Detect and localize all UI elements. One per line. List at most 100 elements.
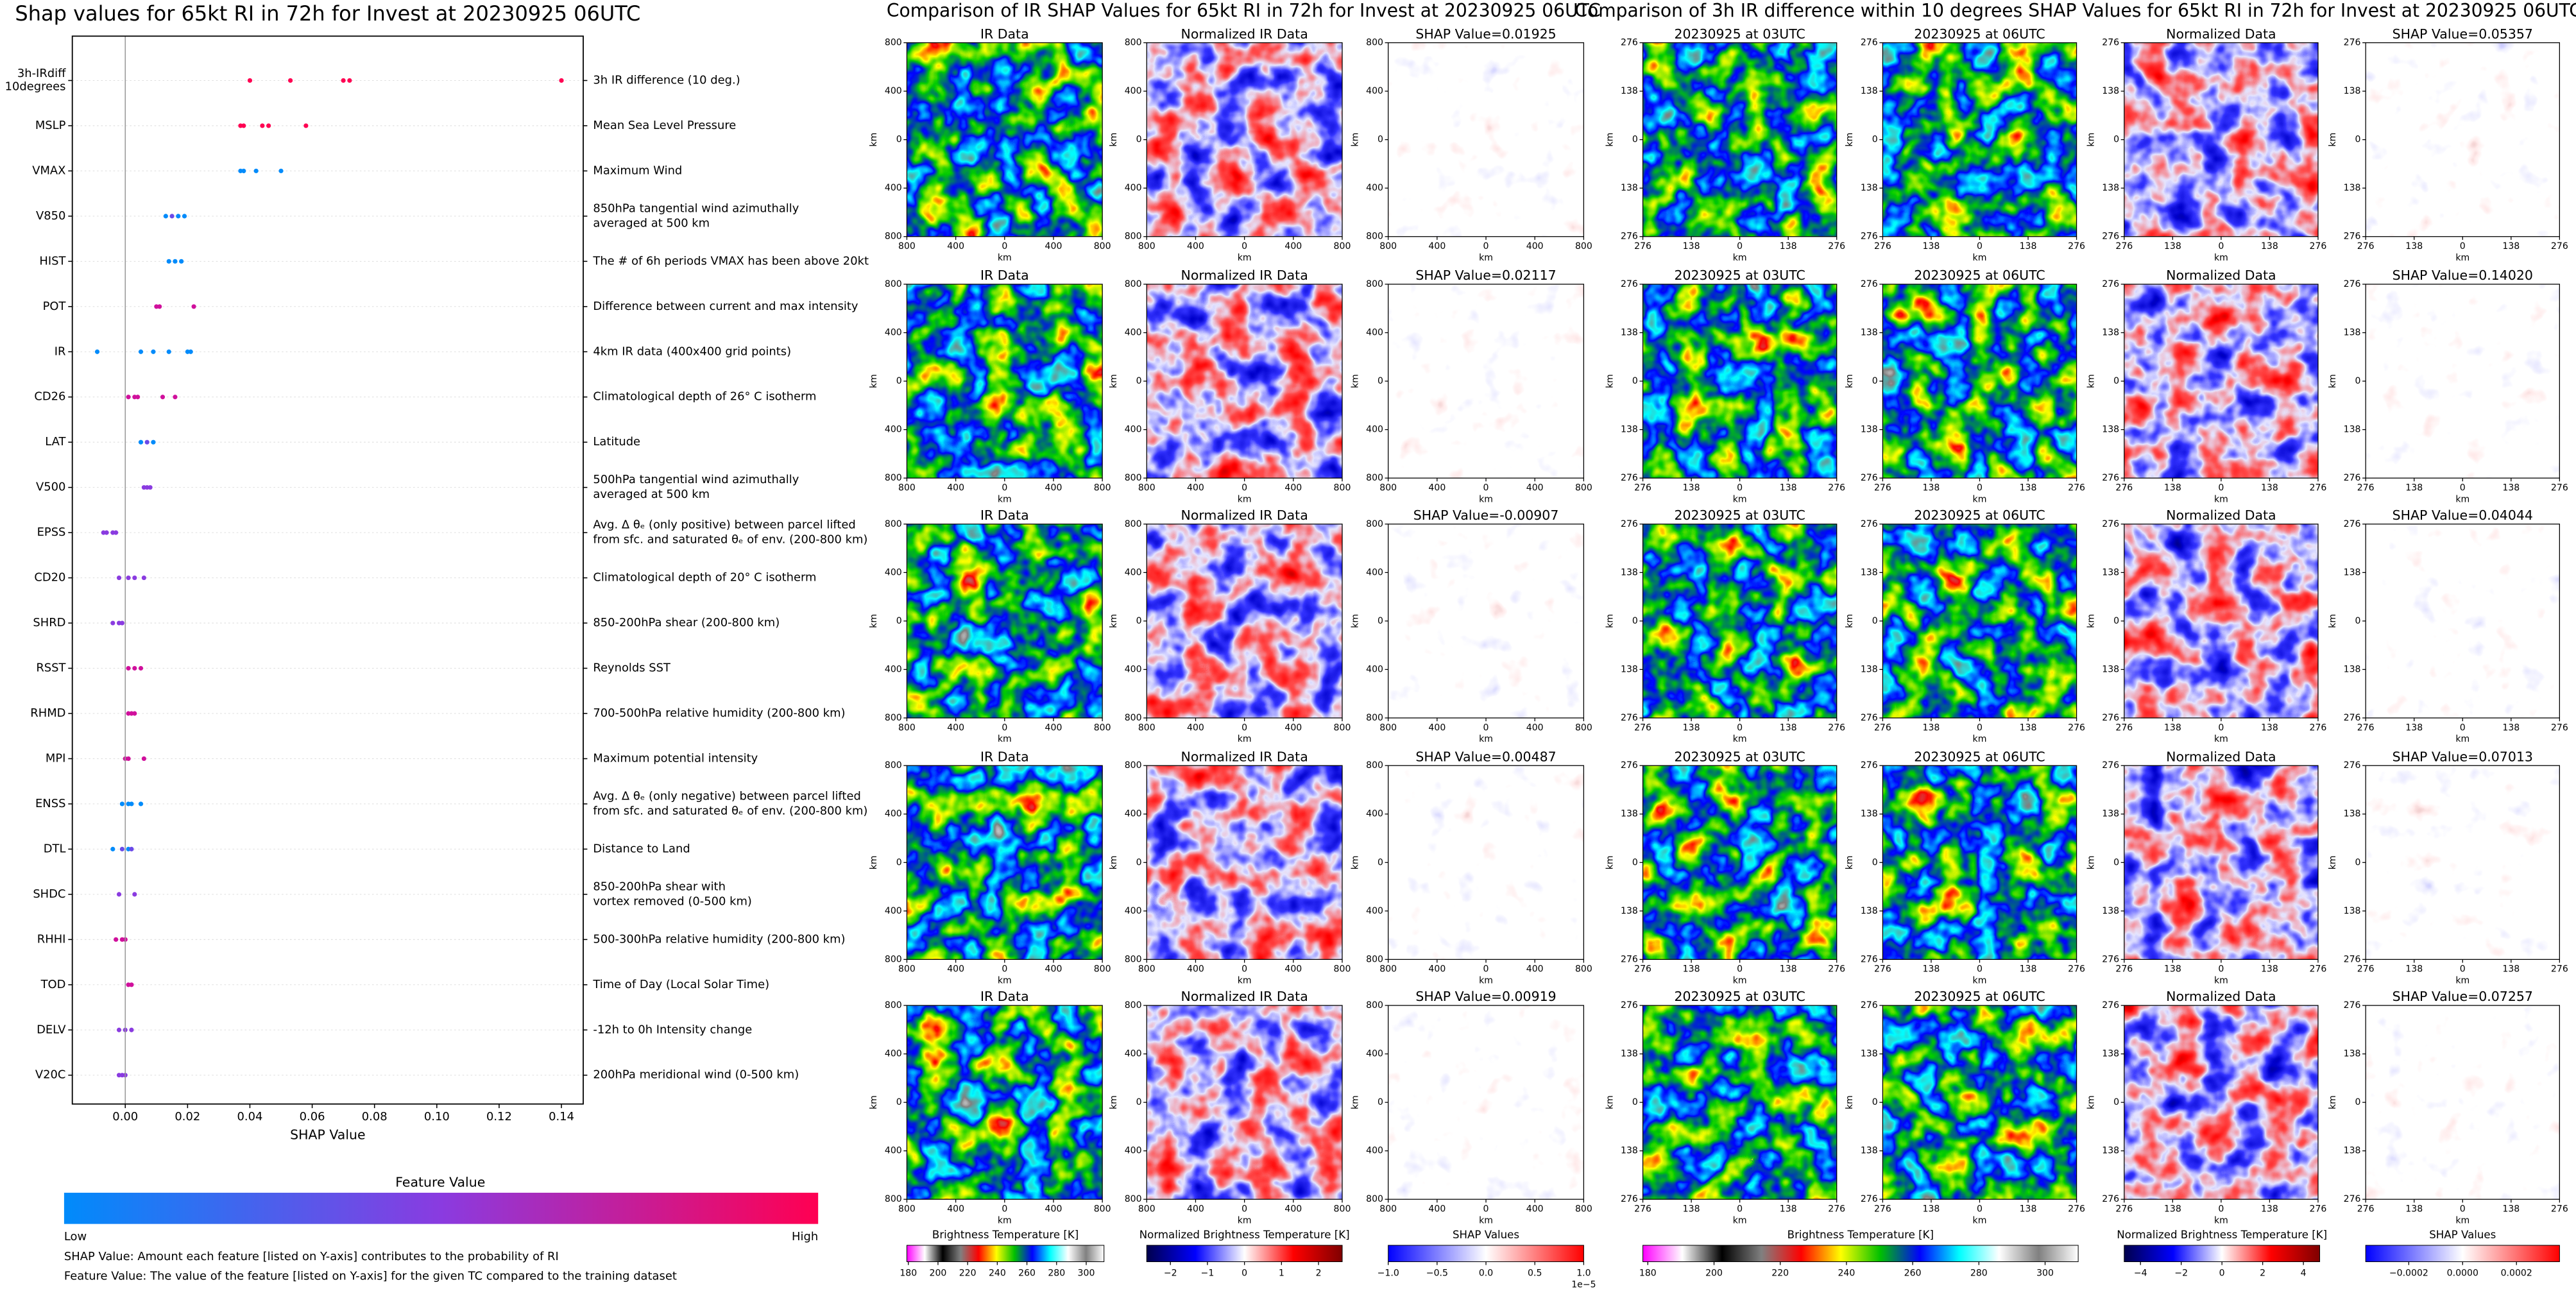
- shap-point: [110, 620, 115, 626]
- shap-point: [135, 395, 141, 400]
- x-axis-label: km: [2214, 494, 2228, 504]
- y-axis-label: km: [2086, 1095, 2097, 1109]
- x-tick-label: 400: [1284, 241, 1302, 252]
- image-panel: [1882, 42, 2077, 237]
- y-tick-label: 138: [2344, 328, 2361, 338]
- panel-title: SHAP Value=0.07257: [2393, 989, 2533, 1004]
- y-tick-label: 138: [2102, 1146, 2119, 1156]
- y-tick-label: 0: [2355, 376, 2361, 386]
- image-panel: [1882, 1005, 2077, 1200]
- y-axis-label: km: [869, 133, 879, 147]
- y-tick-label: 0: [2113, 1097, 2119, 1107]
- colorbar-label: Brightness Temperature [K]: [932, 1229, 1079, 1241]
- y-axis-label: km: [1350, 1095, 1360, 1109]
- shap-point: [179, 259, 184, 264]
- shap-point: [129, 846, 134, 851]
- colorbar-tick-label: 260: [1904, 1268, 1922, 1278]
- x-axis-label: km: [2214, 253, 2228, 263]
- x-tick-label: 276: [2310, 1204, 2327, 1215]
- y-tick-label: 800: [885, 232, 902, 242]
- x-tick-label: 400: [1526, 964, 1544, 975]
- y-tick-label: 276: [1621, 232, 1638, 242]
- feature-description: 850hPa tangential wind azimuthally: [593, 201, 799, 215]
- shap-point: [151, 349, 156, 354]
- x-tick-label: 800: [1138, 722, 1156, 733]
- y-tick-label: 800: [1125, 1194, 1142, 1204]
- y-tick-label: 400: [885, 425, 902, 435]
- y-axis-label: km: [2328, 1095, 2338, 1109]
- x-tick-label: 276: [2115, 241, 2133, 252]
- y-tick-label: 0: [1136, 135, 1142, 145]
- y-axis-label: km: [1350, 855, 1360, 869]
- y-tick-label: 0: [1632, 1097, 1638, 1107]
- y-axis-label: km: [2086, 374, 2097, 388]
- panel-title: Normalized Data: [2166, 26, 2276, 42]
- panel-title: IR Data: [980, 989, 1029, 1004]
- y-tick-label: 138: [1621, 328, 1638, 338]
- y-tick-label: 276: [2344, 713, 2361, 723]
- y-axis-label: km: [1845, 614, 1855, 628]
- y-tick-label: 400: [885, 906, 902, 916]
- y-tick-label: 400: [1366, 664, 1383, 674]
- y-tick-label: 400: [885, 567, 902, 577]
- y-tick-label: 400: [1125, 425, 1142, 435]
- x-tick-label: 800: [1575, 1204, 1592, 1215]
- y-axis-label: km: [2086, 855, 2097, 869]
- shap-point: [116, 892, 122, 897]
- x-tick-label: 0: [1241, 1204, 1247, 1215]
- x-tick-label: 276: [2357, 482, 2375, 493]
- y-tick-label: 276: [2102, 38, 2119, 48]
- y-tick-label: 138: [1861, 1049, 1878, 1059]
- y-axis-label: km: [1845, 374, 1855, 388]
- colorbar-label: Normalized Brightness Temperature [K]: [2117, 1229, 2327, 1241]
- feature-description: 4km IR data (400x400 grid points): [593, 345, 791, 358]
- image-panel: [1388, 1005, 1584, 1200]
- y-tick-label: 276: [1861, 713, 1878, 723]
- colorbar-tick-label: −2: [1164, 1268, 1177, 1278]
- x-axis-label: km: [1479, 253, 1493, 263]
- y-tick-label: 800: [1366, 760, 1383, 771]
- x-axis-label: km: [1973, 976, 1987, 986]
- image-panel: [1642, 524, 1837, 718]
- x-tick-label: 800: [1094, 964, 1111, 975]
- y-tick-label: VMAX: [32, 164, 65, 177]
- y-tick-label: POT: [43, 300, 66, 313]
- y-tick-label: 0: [2113, 616, 2119, 626]
- y-tick-label: 3h-IRdiff: [17, 67, 66, 80]
- y-axis-label: km: [1605, 1095, 1615, 1109]
- y-axis-label: km: [2086, 133, 2097, 147]
- panel-title: Normalized IR Data: [1181, 268, 1308, 283]
- x-tick-label: 276: [1828, 241, 1845, 252]
- x-tick-label: 138: [1780, 722, 1797, 733]
- colorbar: [2124, 1245, 2321, 1263]
- shap-point: [182, 214, 187, 219]
- panel-title: IR Data: [980, 508, 1029, 523]
- x-tick-label: 0: [1241, 241, 1247, 252]
- y-tick-label: 400: [1125, 328, 1142, 338]
- feature-description: from sfc. and saturated θₑ of env. (200-…: [593, 533, 867, 547]
- y-axis-label: km: [869, 855, 879, 869]
- x-tick-label: 138: [2164, 722, 2181, 733]
- colorbar-tick-label: 2: [2260, 1268, 2265, 1278]
- y-tick-label: 400: [1125, 183, 1142, 193]
- y-tick-label: 800: [1366, 1000, 1383, 1011]
- x-tick-label: 138: [2164, 482, 2181, 493]
- feature-description: Distance to Land: [593, 842, 690, 855]
- image-panel: [2366, 284, 2560, 479]
- image-panel: [1147, 284, 1342, 479]
- colorbar-label: SHAP Values: [1453, 1229, 1519, 1241]
- feature-description: Avg. Δ θₑ (only positive) between parcel…: [593, 518, 855, 532]
- x-tick-label: 800: [898, 241, 916, 252]
- y-tick-label: 400: [1125, 1049, 1142, 1059]
- colorbar-tick-label: 0: [2219, 1268, 2225, 1278]
- y-axis-label: km: [2328, 614, 2338, 628]
- image-panel: [2366, 1005, 2560, 1200]
- x-tick-label: 800: [1138, 1204, 1156, 1215]
- image-panel: [1882, 284, 2077, 479]
- x-tick-label: 800: [1094, 722, 1111, 733]
- colorbar-tick-label: 180: [900, 1268, 917, 1278]
- panel-title: Normalized IR Data: [1181, 508, 1308, 523]
- colorbar-tick-label: 280: [1048, 1268, 1065, 1278]
- x-tick-label: 800: [1575, 482, 1592, 493]
- y-tick-label: CD26: [34, 390, 65, 404]
